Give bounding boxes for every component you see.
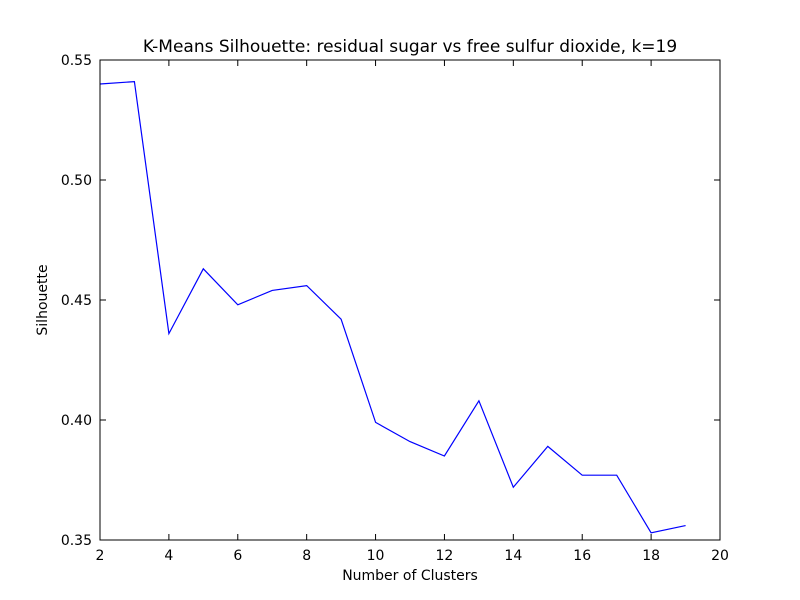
plot-frame bbox=[99, 59, 721, 541]
x-tick-label: 10 bbox=[367, 548, 385, 564]
x-tick-label: 6 bbox=[233, 548, 242, 564]
x-tick-label: 14 bbox=[504, 548, 522, 564]
x-tick-label: 18 bbox=[642, 548, 660, 564]
series-line bbox=[99, 80, 686, 534]
x-tick-label: 12 bbox=[436, 548, 454, 564]
y-tick-label: 0.35 bbox=[61, 533, 92, 549]
y-tick-label: 0.40 bbox=[61, 413, 92, 429]
x-tick-label: 8 bbox=[302, 548, 311, 564]
plot-area bbox=[100, 60, 720, 540]
x-tick-label: 4 bbox=[164, 548, 173, 564]
x-tick-label: 20 bbox=[711, 548, 729, 564]
y-tick-label: 0.50 bbox=[61, 173, 92, 189]
x-tick-label: 2 bbox=[96, 548, 105, 564]
tick-labels: 2 4 6 8 10 12 14 16 18 20 0.35 0.40 0.45 0.50 0.55 bbox=[61, 53, 729, 564]
chart-title: K-Means Silhouette: residual sugar vs fr… bbox=[143, 37, 677, 57]
y-tick-label: 0.55 bbox=[61, 53, 92, 69]
x-tick-label: 16 bbox=[573, 548, 591, 564]
y-tick-label: 0.45 bbox=[61, 293, 92, 309]
y-axis-label: Silhouette bbox=[35, 264, 51, 335]
x-axis-label: Number of Clusters bbox=[342, 568, 478, 584]
